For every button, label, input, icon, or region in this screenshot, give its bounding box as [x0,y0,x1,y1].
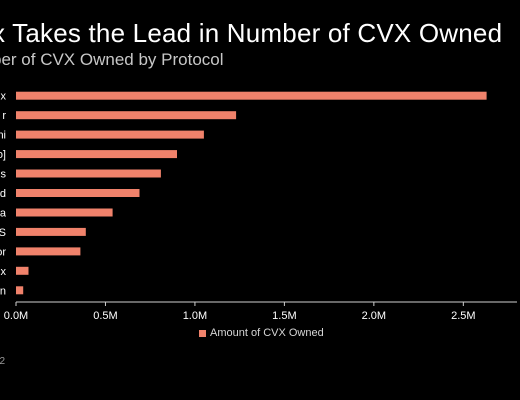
category-label: x [1,91,7,103]
category-label: r [2,110,6,122]
category-label: n [0,285,6,297]
bar-5 [16,189,140,197]
category-label: S [0,227,6,239]
category-label: hi [0,130,6,142]
bar-10 [16,286,24,295]
x-tick-label: 2.0M [362,310,386,322]
bar-2 [16,130,204,139]
chart-subtitle: ber of CVX Owned by Protocol [0,50,224,69]
bar-6 [16,208,113,217]
bar-1 [16,111,237,120]
category-label: x [1,266,7,278]
chart-title: x Takes the Lead in Number of CVX Owned [0,18,503,48]
x-tick-label: 2.5M [451,310,475,322]
bar-3 [16,150,177,159]
bar-4 [16,169,161,178]
bar-7 [16,227,86,236]
legend-label: Amount of CVX Owned [210,327,324,339]
x-tick-label: 1.5M [272,310,296,322]
bar-8 [16,247,81,256]
legend: Amount of CVX Owned [199,327,324,339]
footer-text: 22 [0,356,6,367]
category-label: a [0,208,7,220]
category-label: d [0,188,6,200]
x-tick-label: 1.0M [183,310,207,322]
category-label: s [1,169,7,181]
legend-swatch [199,329,206,337]
category-label: o] [0,149,6,161]
bar-0 [16,91,487,100]
bar-9 [16,266,29,275]
x-tick-label: 0.0M [4,310,28,322]
category-label: or [0,246,6,258]
x-tick-label: 0.5M [93,310,117,322]
